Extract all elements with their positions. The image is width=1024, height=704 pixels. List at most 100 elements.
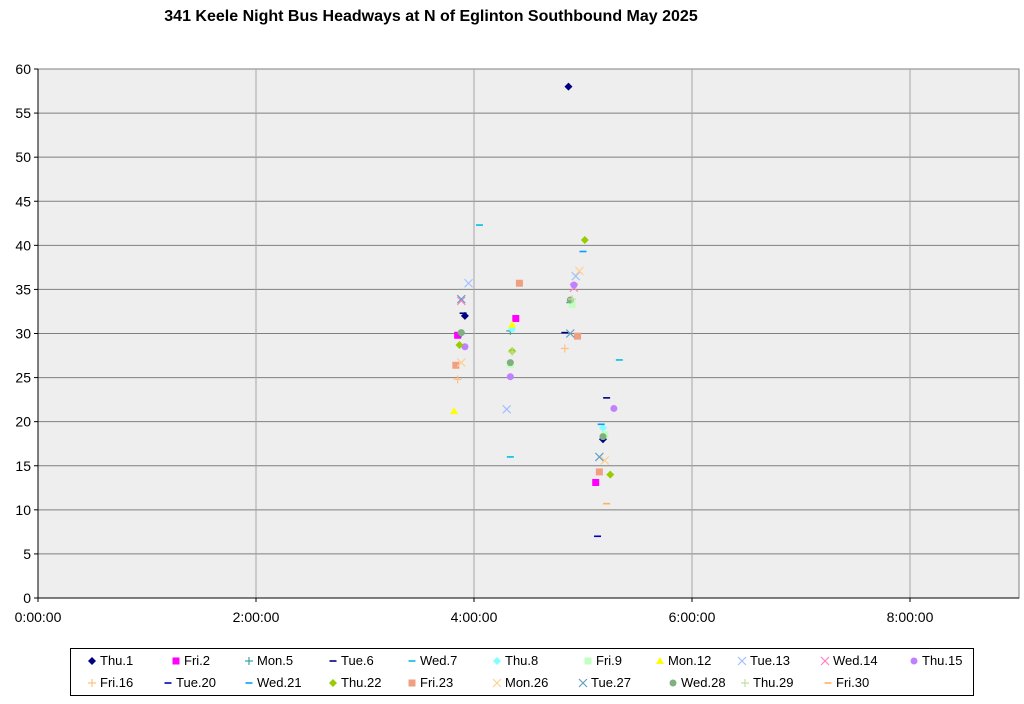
data-point [450,407,459,415]
y-tick-label: 15 [15,458,31,474]
legend-marker [493,657,501,665]
legend-label: Mon.5 [257,653,294,668]
data-point [568,295,577,304]
data-point [457,329,465,337]
data-point [592,479,600,487]
x-tick-label: 2:00:00 [233,609,280,625]
data-point [454,331,462,339]
x-tick-label: 6:00:00 [669,609,716,625]
data-point [560,344,569,353]
data-point [598,423,607,432]
legend-label: Thu.8 [505,653,539,668]
grid-lines [38,69,1019,598]
data-point [564,82,573,91]
legend-marker [910,657,918,665]
legend-marker [245,682,253,684]
legend-label: Wed.7 [420,653,458,668]
data-point [570,281,578,289]
legend-label: Fri.2 [184,653,210,668]
y-tick-label: 50 [15,149,31,165]
legend-label: Mon.12 [668,653,712,668]
legend-marker [741,679,749,687]
legend-marker [669,679,677,687]
data-point [599,433,607,441]
legend-marker-shape [656,657,664,664]
legend-label: Thu.15 [922,653,963,668]
data-point [464,278,473,288]
legend-label: Wed.28 [681,675,726,690]
legend-label: Tue.20 [176,675,216,690]
data-point [506,373,514,381]
data-point [565,329,575,338]
legend-label: Fri.16 [100,675,134,690]
legend: Thu.1 Fri.2 Mon.5 Tue.6 Wed.7 Thu.8 Fri.9 Mon.1… [70,648,974,696]
data-point [512,315,520,323]
legend-marker [329,679,337,687]
data-point [456,358,466,368]
legend-marker-shape [88,679,96,687]
data-point [508,320,517,328]
y-tick-label: 35 [15,281,31,297]
legend-marker [408,660,416,662]
legend-marker [408,679,416,687]
y-tick-label: 20 [15,414,31,430]
data-point [452,361,460,369]
legend-label: Tue.13 [750,653,790,668]
legend-marker-shape [910,657,918,665]
data-point [595,468,603,476]
legend-marker [584,657,592,665]
data-point [574,332,582,340]
y-tick-label: 45 [15,193,31,209]
legend-marker-shape [172,657,180,665]
legend-label: Thu.29 [753,675,794,690]
legend-marker-shape [584,657,592,665]
data-point [610,404,618,412]
y-tick-label: 0 [23,590,31,606]
legend-marker [172,657,180,665]
legend-label: Fri.9 [596,653,622,668]
legend-marker [656,657,664,664]
legend-label: Mon.26 [505,675,549,690]
legend-marker-shape [492,678,502,688]
legend-marker-shape [408,679,416,687]
legend-label: Fri.30 [836,675,870,690]
data-point [606,470,615,479]
data-point [502,404,512,414]
data-point [568,300,576,308]
legend-marker [820,656,830,666]
axes: 0 5 10 15 20 25 30 35 40 45 50 55 60 0:00:00 2:00:00 4:… [15,61,1019,625]
legend-label: Thu.1 [100,653,134,668]
legend-marker [492,678,502,688]
y-tick-label: 30 [15,326,31,342]
legend-marker [88,679,96,687]
data-point [580,236,589,245]
legend-marker [737,656,747,666]
legend-marker [578,678,588,688]
legend-marker-shape [88,657,96,665]
y-tick-label: 25 [15,370,31,386]
data-point [600,456,610,465]
data-point [515,279,523,287]
y-tick-label: 60 [15,61,31,77]
legend-marker [164,682,172,684]
data-point [566,296,574,304]
data-point [456,294,466,304]
data-points [450,82,623,538]
legend-marker-shape [329,679,337,687]
legend-marker-shape [820,656,830,666]
legend-marker-shape [578,678,588,688]
legend-label: Tue.6 [341,653,374,668]
chart-title: 341 Keele Night Bus Headways at N of Egl… [164,8,698,25]
data-point [574,266,584,276]
data-point [508,348,517,357]
legend-marker [824,682,832,684]
legend-marker-shape [245,657,253,665]
legend-marker-shape [737,656,747,666]
x-tick-label: 4:00:00 [451,609,498,625]
x-tick-label: 0:00:00 [15,609,62,625]
legend-marker-shape [493,657,501,665]
legend-label: Fri.23 [420,675,454,690]
legend-label: Wed.21 [257,675,302,690]
legend-marker-shape [669,679,677,687]
